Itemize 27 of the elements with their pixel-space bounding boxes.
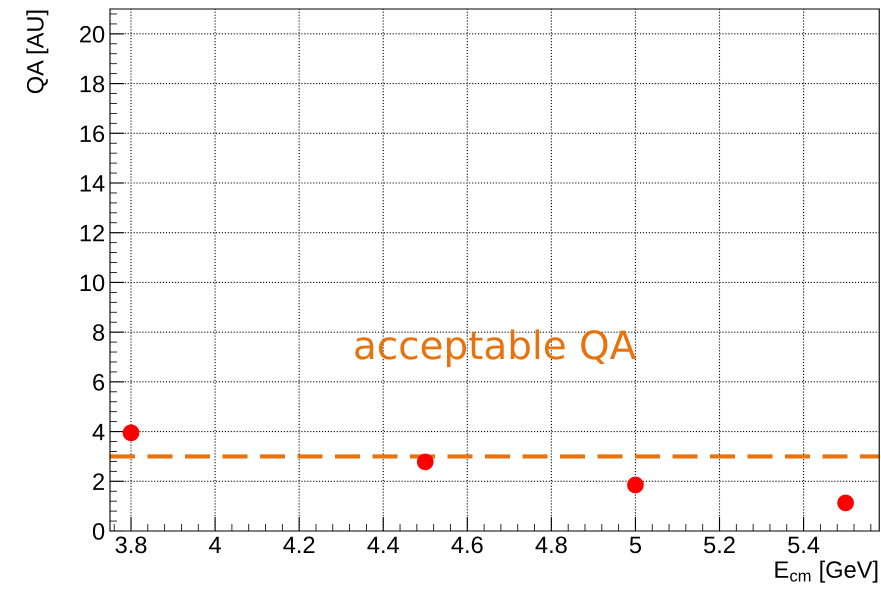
point xyxy=(627,476,644,494)
y-tick-label: 12 xyxy=(80,224,104,242)
x-tick-label: 5.2 xyxy=(704,536,735,554)
y-tick-label: 0 xyxy=(92,523,104,540)
x-tick-label: 4.2 xyxy=(283,536,314,553)
y-tick-label: 18 xyxy=(80,76,104,92)
x-tick-label: 4.4 xyxy=(367,536,399,553)
x-tick-label: 4.8 xyxy=(536,536,567,554)
y-axis-title: QA [AU] xyxy=(26,10,48,94)
x-tick-label: 4.6 xyxy=(451,536,483,554)
y-tick-label: 2 xyxy=(93,473,104,490)
y-tick-label: 14 xyxy=(80,175,104,192)
y-tick-label: 8 xyxy=(93,324,104,341)
point xyxy=(416,454,434,470)
x-tick-label: 5.4 xyxy=(788,536,820,554)
point xyxy=(122,424,140,442)
y-tick-label: 6 xyxy=(93,374,104,391)
y-tick-label: 4 xyxy=(92,424,104,440)
point xyxy=(837,494,854,512)
x-tick-label: 4 xyxy=(209,536,221,553)
y-tick-label: 16 xyxy=(80,125,104,142)
x-tick-label: 5 xyxy=(630,536,642,554)
x-tick-label: 3.8 xyxy=(116,536,146,554)
ref-line-label: acceptable QA xyxy=(355,329,636,368)
x-axis-title: E$_{cm}$ [GeV] xyxy=(775,560,878,583)
y-tick-label: 10 xyxy=(80,274,104,292)
y-tick-label: 20 xyxy=(80,26,104,43)
